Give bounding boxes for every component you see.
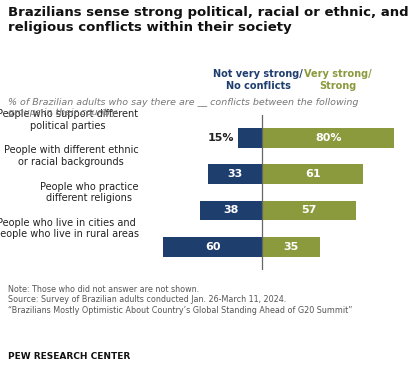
Bar <box>262 128 394 148</box>
Bar <box>262 237 320 256</box>
Text: 33: 33 <box>228 169 243 179</box>
Text: People who practice
different religions: People who practice different religions <box>40 182 139 203</box>
Text: PEW RESEARCH CENTER: PEW RESEARCH CENTER <box>8 352 131 361</box>
Text: 38: 38 <box>223 205 239 215</box>
Bar <box>262 164 363 184</box>
Bar <box>262 201 356 221</box>
Text: 57: 57 <box>302 205 317 215</box>
Bar <box>200 201 262 221</box>
Text: 15%: 15% <box>208 133 234 143</box>
Text: 35: 35 <box>284 242 299 252</box>
Bar <box>238 128 262 148</box>
Bar <box>163 237 262 256</box>
Text: Brazilians sense strong political, racial or ethnic, and
religious conflicts wit: Brazilians sense strong political, racia… <box>8 6 409 34</box>
Text: People with different ethnic
or racial backgrounds: People with different ethnic or racial b… <box>4 145 139 167</box>
Text: Not very strong/
No conflicts: Not very strong/ No conflicts <box>213 69 303 91</box>
Text: People who live in cities and
people who live in rural areas: People who live in cities and people who… <box>0 218 139 239</box>
Text: % of Brazilian adults who say there are __ conflicts between the following
group: % of Brazilian adults who say there are … <box>8 98 359 117</box>
Text: Very strong/
Strong: Very strong/ Strong <box>304 69 372 91</box>
Text: 61: 61 <box>305 169 320 179</box>
Text: Note: Those who did not answer are not shown.
Source: Survey of Brazilian adults: Note: Those who did not answer are not s… <box>8 285 353 315</box>
Bar <box>208 164 262 184</box>
Text: 60: 60 <box>205 242 220 252</box>
Text: 80%: 80% <box>315 133 341 143</box>
Text: People who support different
political parties: People who support different political p… <box>0 109 139 131</box>
